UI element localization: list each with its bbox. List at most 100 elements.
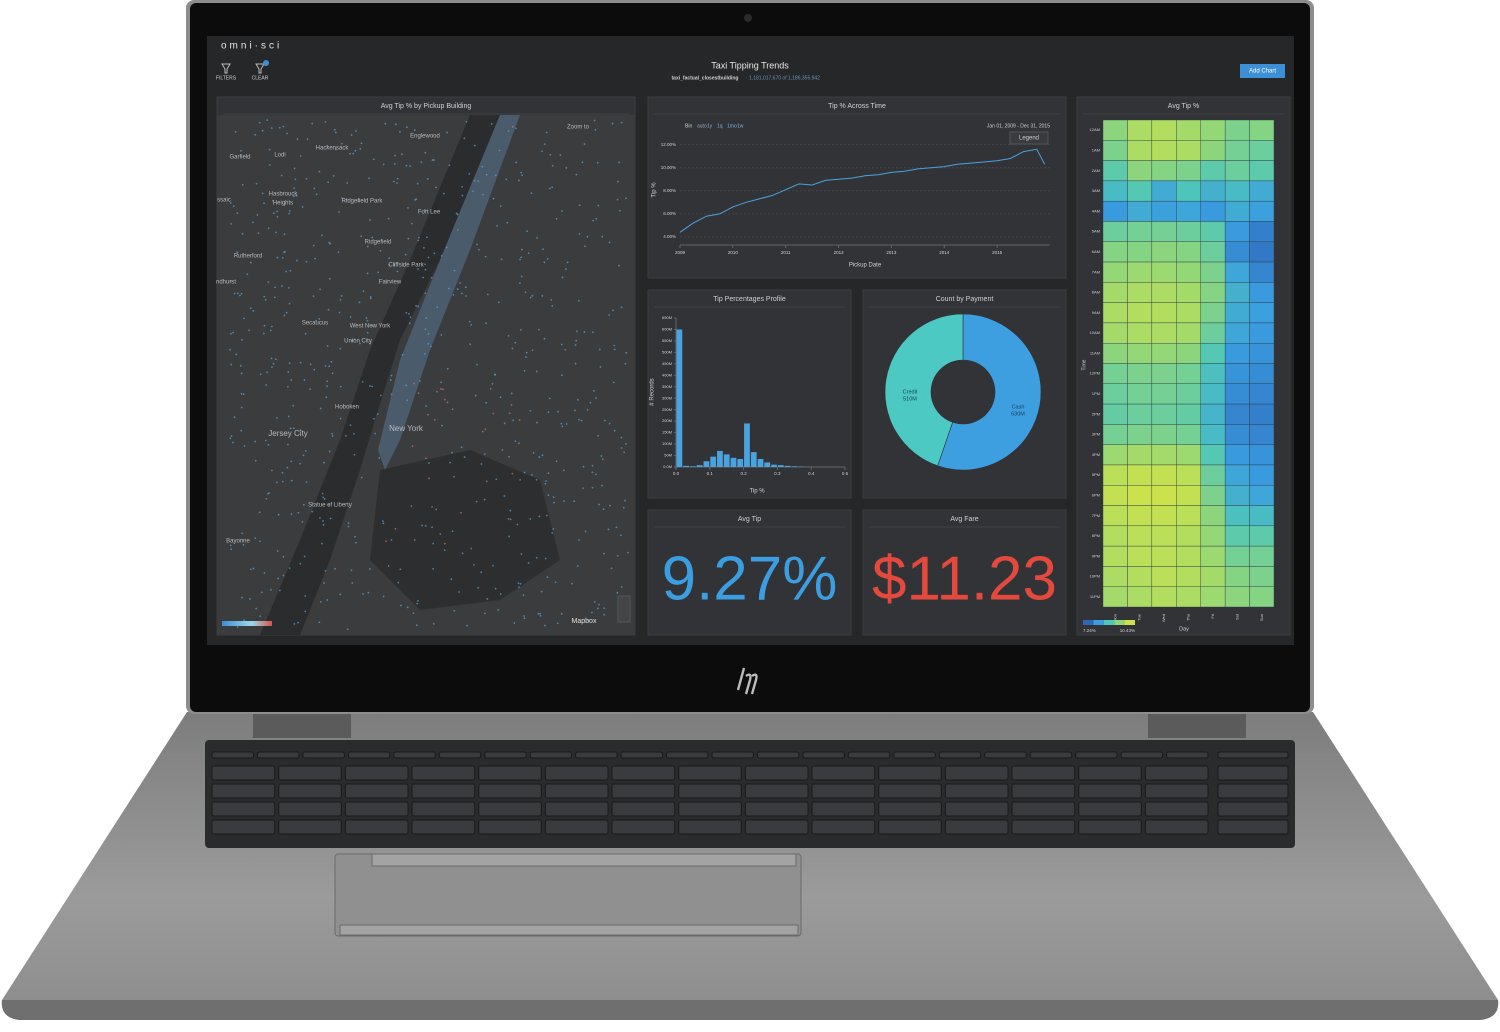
heatmap-cell — [1249, 525, 1275, 547]
map-building — [543, 261, 546, 264]
map-building — [326, 145, 329, 147]
map-place-label: Heights — [273, 201, 293, 207]
map-building — [254, 133, 257, 136]
map-building — [368, 177, 370, 180]
map-building — [424, 208, 426, 211]
heatmap-cell — [1200, 180, 1226, 202]
map-building — [535, 478, 538, 481]
map-building — [425, 236, 428, 239]
map-building — [574, 362, 577, 365]
row-label: 1PM — [1092, 391, 1100, 396]
key — [478, 819, 542, 835]
map-building — [613, 429, 616, 432]
map-building — [401, 353, 404, 356]
key — [211, 751, 254, 759]
clear-button[interactable]: CLEAR — [252, 75, 269, 81]
map-building — [382, 522, 385, 525]
map-building — [268, 164, 271, 166]
map-building — [290, 479, 293, 482]
map-building — [439, 533, 442, 535]
map-building — [275, 481, 278, 484]
y-tick-label: 550M — [662, 338, 672, 343]
bin-option[interactable]: 1y — [707, 123, 713, 129]
heatmap-cell — [1102, 200, 1128, 222]
map-building — [326, 385, 328, 388]
map-building — [314, 257, 316, 260]
heatmap-cell — [1151, 383, 1177, 405]
heatmap-cell — [1249, 241, 1275, 263]
map-building — [351, 339, 354, 342]
bin-option[interactable]: 1q — [717, 123, 723, 129]
heatmap-cell — [1249, 160, 1275, 182]
map-building — [243, 619, 246, 621]
map-building — [529, 409, 532, 412]
map-building — [263, 572, 266, 574]
heatmap-cell — [1224, 363, 1250, 384]
map-building — [229, 437, 232, 440]
heatmap-cell — [1224, 545, 1250, 567]
map-building — [424, 263, 426, 266]
key — [278, 801, 342, 817]
map-building — [603, 419, 606, 422]
legend-button-label[interactable]: Legend — [1019, 136, 1039, 142]
map-building — [485, 322, 487, 325]
touchpad-buttons — [371, 853, 797, 867]
histogram-bar — [737, 458, 744, 467]
heatmap-cell — [1249, 261, 1275, 283]
map-building — [575, 173, 578, 176]
map-building — [475, 500, 478, 503]
heatmap-cell — [1176, 261, 1201, 283]
slice-value: 510M — [903, 396, 917, 402]
map-building — [334, 148, 337, 151]
map-building — [388, 257, 391, 260]
map-building — [549, 153, 552, 156]
heatmap-cell — [1151, 160, 1177, 182]
x-axis-label: Pickup Date — [849, 263, 882, 269]
map-building — [507, 517, 510, 520]
bin-option[interactable]: auto — [697, 123, 707, 129]
map-building — [442, 192, 445, 195]
map-building — [573, 500, 576, 503]
column-label: Thu — [1186, 614, 1191, 621]
line — [679, 148, 1046, 233]
map-building — [309, 388, 311, 391]
map-building — [460, 511, 462, 514]
bin-option[interactable]: 1mo — [727, 123, 737, 129]
map-building — [327, 181, 330, 184]
key — [756, 751, 800, 759]
map-building — [377, 271, 380, 274]
row-label: 2AM — [1092, 168, 1100, 173]
add-chart-label[interactable]: Add Chart — [1249, 69, 1276, 75]
map-building — [518, 179, 520, 182]
heatmap-cell — [1151, 261, 1177, 283]
map-building — [480, 463, 483, 465]
map-building — [329, 242, 332, 245]
map-building — [433, 419, 436, 421]
filters-button[interactable]: FILTERS — [216, 75, 237, 81]
y-tick-label: 8.00% — [663, 188, 676, 193]
map-building — [240, 392, 243, 395]
map-building — [472, 190, 474, 193]
map-building — [392, 180, 395, 183]
heatmap-cell — [1102, 485, 1128, 506]
map-building — [288, 209, 291, 212]
add-chart-button[interactable] — [1240, 64, 1285, 78]
panel — [647, 96, 1067, 279]
map-building — [387, 565, 390, 567]
key — [878, 801, 942, 817]
map-building — [252, 221, 254, 224]
map-building — [294, 178, 297, 181]
map-place-label: ndhurst — [216, 280, 236, 286]
heatmap-cell — [1151, 363, 1177, 384]
map-building — [323, 498, 326, 500]
map-building — [556, 622, 559, 625]
heatmap-cell — [1102, 444, 1128, 466]
map-building — [268, 148, 271, 151]
map-building — [321, 234, 323, 237]
map-building — [305, 260, 308, 263]
panel-title: Tip Percentages Profile — [713, 296, 786, 303]
map-building — [537, 612, 540, 615]
key — [711, 751, 754, 759]
map-building — [547, 494, 550, 497]
bin-option[interactable]: 1w — [737, 123, 744, 129]
